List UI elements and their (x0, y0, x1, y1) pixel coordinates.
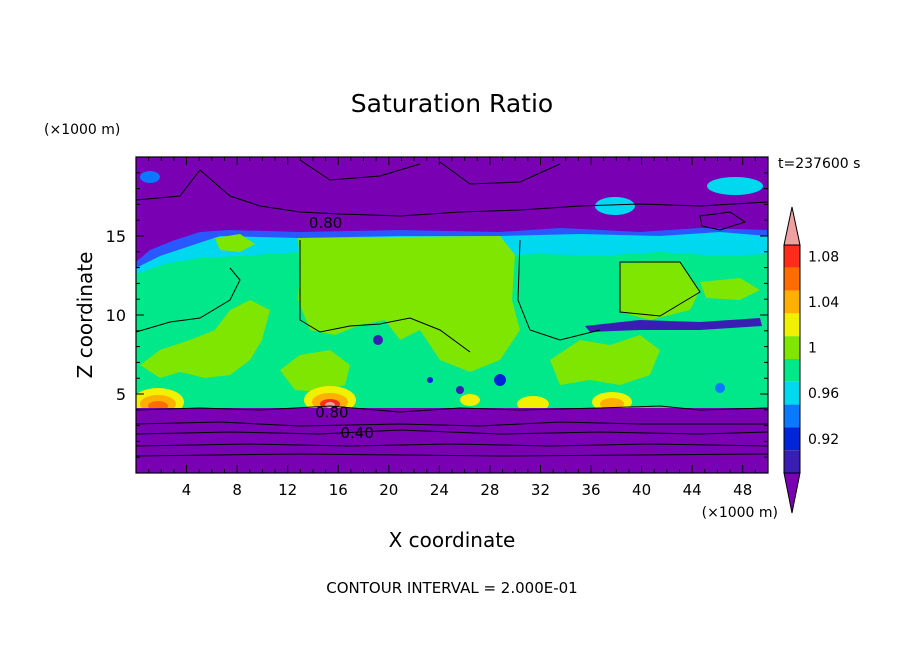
field-green-left (140, 300, 270, 378)
colorbar-frame (783, 244, 801, 474)
colorbar-swatch (784, 267, 800, 291)
chart-title: Saturation Ratio (351, 89, 553, 118)
y-axis-label: Z coordinate (73, 252, 97, 379)
colorbar-swatch (784, 313, 800, 337)
colorbar-tick-label: 1 (808, 341, 817, 357)
field-green-patch-a (215, 234, 255, 252)
colorbar-min-arrow (783, 472, 801, 514)
x-tick-label: 8 (232, 481, 242, 499)
field-green-main (298, 236, 520, 372)
field-blue-spot-5 (715, 383, 725, 393)
field-cyan-patch-3 (140, 171, 160, 183)
colorbar-swatch (784, 404, 800, 428)
field-green-lower (280, 350, 350, 392)
x-tick-label: 44 (683, 481, 702, 499)
colorbar-max-arrow (783, 206, 801, 246)
colorbar-tick-label: 1.04 (808, 295, 839, 311)
field-blue-spot-4 (427, 377, 433, 383)
field-green-right (620, 262, 700, 320)
y-axis: 5 10 15 (106, 172, 768, 458)
colorbar-swatch (784, 381, 800, 405)
y-tick-label: 15 (106, 227, 126, 246)
x-tick-label: 32 (531, 481, 550, 499)
x-tick-label: 48 (733, 481, 752, 499)
contour-label: 0.80 (309, 214, 342, 232)
contour-interval-footer: CONTOUR INTERVAL = 2.000E-01 (326, 579, 577, 597)
x-tick-label: 36 (581, 481, 600, 499)
field-green-patch-b (700, 278, 760, 300)
colorbar-tick-label: 0.96 (808, 386, 839, 402)
x-axis-label: X coordinate (389, 528, 516, 552)
contour-lines (136, 159, 768, 457)
colorbar-tick-label: 1.08 (808, 249, 839, 265)
colorbar-swatch (784, 245, 800, 268)
x-axis: 4 8 12 16 20 24 28 32 36 40 44 48 (148, 157, 756, 499)
field-cyan-patch-2 (707, 177, 763, 195)
field-blue-spot-3 (456, 386, 464, 394)
contour-labels: 0.80 0.80 0.40 (309, 214, 374, 442)
field-surface-dry (136, 408, 768, 473)
colorbar-swatch (784, 290, 800, 314)
field-blue-spot-1 (373, 335, 383, 345)
field-green-right2 (550, 335, 660, 385)
x-unit-label: (×1000 m) (702, 505, 778, 521)
y-tick-label: 5 (116, 385, 126, 404)
x-tick-label: 40 (632, 481, 651, 499)
y-unit-label: (×1000 m) (44, 122, 120, 138)
colorbar-tick-label: 0.92 (808, 432, 839, 448)
x-tick-label: 28 (480, 481, 499, 499)
x-tick-label: 16 (329, 481, 348, 499)
field-cyan-patch-1 (595, 197, 635, 215)
colorbar-swatch (784, 450, 800, 473)
plot-area: 0.80 0.80 0.40 (136, 157, 768, 473)
colorbar-swatch (784, 427, 800, 451)
time-label: t=237600 s (778, 156, 860, 172)
contour-label: 0.40 (340, 424, 373, 442)
colorbar: 0.92 0.96 1 1.04 1.08 (783, 206, 839, 514)
y-tick-label: 10 (106, 306, 126, 325)
x-tick-label: 24 (430, 481, 449, 499)
x-tick-label: 12 (278, 481, 297, 499)
colorbar-swatch (784, 336, 800, 359)
field-blue-streak (585, 318, 762, 332)
field-blue-spot-2 (494, 374, 506, 386)
x-tick-label: 20 (379, 481, 398, 499)
contour-label: 0.80 (315, 403, 348, 421)
x-tick-label: 4 (182, 481, 192, 499)
colorbar-swatch (784, 359, 800, 382)
